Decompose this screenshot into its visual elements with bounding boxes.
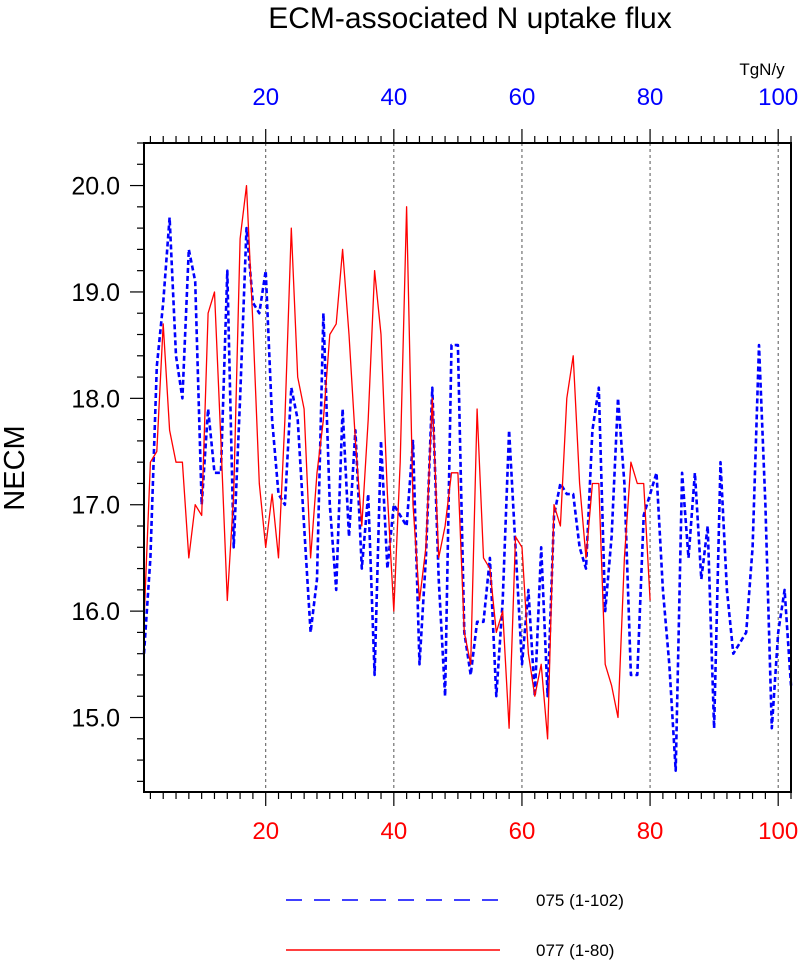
- y-tick-label: 18.0: [71, 385, 120, 413]
- series-line: [142, 216, 793, 773]
- x-tick-label-top: 100: [758, 84, 798, 111]
- tick-labels: 15.0 16.0 17.0 18.0 19.0 20.0 20 20 40 40 60 60 80 80…: [71, 84, 798, 845]
- x-tick-label-top: 20: [252, 84, 279, 111]
- x-tick-label-top: 40: [380, 84, 407, 111]
- x-tick-label-bottom: 40: [380, 818, 407, 845]
- chart-title: ECM-associated N uptake flux: [268, 2, 672, 35]
- x-tick-label-bottom: 100: [758, 818, 798, 845]
- y-tick-label: 15.0: [71, 705, 120, 733]
- plot-series: [142, 184, 793, 773]
- legend-label: 077 (1-80): [536, 941, 614, 960]
- axis-ticks: [130, 129, 792, 806]
- y-tick-label: 17.0: [71, 492, 120, 520]
- plot-frame: [143, 142, 792, 793]
- grid-lines: [265, 143, 779, 792]
- y-axis-label: NECM: [0, 425, 31, 510]
- y-tick-label: 16.0: [71, 598, 120, 626]
- x-tick-label-bottom: 80: [637, 818, 664, 845]
- series-line: [143, 184, 651, 740]
- y-tick-label: 20.0: [71, 173, 120, 201]
- legend: 075 (1-102) 077 (1-80): [286, 891, 624, 960]
- x-tick-label-bottom: 20: [252, 818, 279, 845]
- x-tick-label-top: 80: [637, 84, 664, 111]
- legend-label: 075 (1-102): [536, 891, 624, 910]
- top-axis-unit: TgN/y: [739, 60, 785, 79]
- y-tick-label: 19.0: [71, 279, 120, 307]
- x-tick-label-top: 60: [509, 84, 536, 111]
- x-tick-label-bottom: 60: [509, 818, 536, 845]
